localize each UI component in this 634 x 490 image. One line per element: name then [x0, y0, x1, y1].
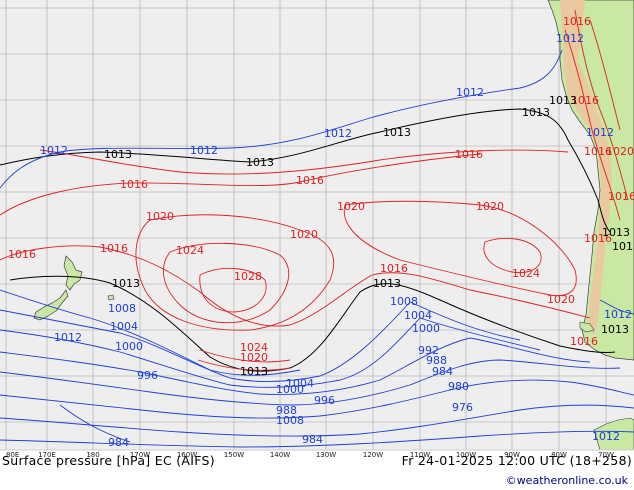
isobar-label-1013: 1013: [612, 240, 634, 253]
isobar-label-blue: 1008: [390, 295, 418, 308]
isobar-label-blue: 976: [452, 401, 473, 414]
new-zealand-north-island: [63, 255, 83, 291]
isobar-label-red: 1016: [100, 242, 128, 255]
isobar-label-red: 1020: [606, 145, 634, 158]
isobar-label-blue: 1012: [190, 144, 218, 157]
longitude-tick-label: 140W: [270, 451, 290, 459]
site-credit: ©weatheronline.co.uk: [505, 474, 628, 487]
isobar-label-red: 1016: [584, 145, 612, 158]
longitude-tick-label: 180: [86, 451, 99, 459]
chatham-islands: [107, 294, 115, 301]
longitude-tick-label: 150W: [224, 451, 244, 459]
isobar-label-1013: 1013: [112, 277, 140, 290]
isobars-red: [0, 9, 629, 371]
isobar-label-blue: 1000: [276, 383, 304, 396]
isobar-label-red: 1016: [571, 94, 599, 107]
isobar-label-red: 1028: [234, 270, 262, 283]
longitude-tick-label: 110W: [410, 451, 430, 459]
isobar-label-red: 1016: [584, 232, 612, 245]
isobar-label-blue: 1012: [456, 86, 484, 99]
isobar-label-blue: 1004: [286, 377, 314, 390]
isobar-labels: 1016 1016 1016 1016 1016 1020 1020 1020 …: [8, 15, 634, 449]
isobar-label-red: 1016: [296, 174, 324, 187]
isobar-label-blue: 996: [314, 394, 335, 407]
new-zealand-south-island: [33, 289, 69, 321]
andes-highlands: [560, 0, 612, 335]
isobar-label-1013: 1013: [522, 106, 550, 119]
isobar-label-red: 1020: [290, 228, 318, 241]
isobar-label-blue: 980: [448, 380, 469, 393]
isobar-label-blue: 984: [108, 436, 129, 449]
isobar-label-blue: 1000: [115, 340, 143, 353]
isobar-label-red: 1016: [570, 335, 598, 348]
isobar-label-red: 1020: [547, 293, 575, 306]
isobar-label-blue: 1000: [412, 322, 440, 335]
isobar-label-blue: 1012: [556, 32, 584, 45]
isobar-label-blue: 984: [302, 433, 323, 446]
isobar-label-blue: 1012: [40, 144, 68, 157]
longitude-tick-label: 170E: [38, 451, 56, 459]
isobar-label-blue: 1012: [592, 430, 620, 443]
isobar-label-red: 1024: [240, 341, 268, 354]
isobar-label-blue: 1008: [276, 414, 304, 427]
isobar-label-blue: 1004: [110, 320, 138, 333]
isobar-label-red: 1024: [512, 267, 540, 280]
isobar-label-1013: 1013: [549, 94, 577, 107]
isobar-label-1013: 1013: [383, 126, 411, 139]
map-title: Surface pressure [hPa] EC (AIFS): [2, 453, 215, 468]
isobar-label-blue: 988: [426, 354, 447, 367]
longitude-tick-label: 80E: [6, 451, 19, 459]
isobar-label-1013: 1013: [601, 323, 629, 336]
land-areas: [33, 0, 634, 451]
isobar-label-red: 1020: [146, 210, 174, 223]
isobar-label-red: 1016: [120, 178, 148, 191]
isobars-black: [0, 108, 616, 372]
isobar-label-blue: 992: [418, 344, 439, 357]
valid-time: Fr 24-01-2025 12:00 UTC (18+258): [401, 453, 632, 468]
isobar-label-1013: 1013: [104, 148, 132, 161]
longitude-tick-label: 170W: [130, 451, 150, 459]
isobar-label-1013: 1013: [240, 365, 268, 378]
longitude-tick-label: 90W: [504, 451, 520, 459]
tierra-del-fuego: [579, 321, 595, 333]
longitude-tick-label: 100W: [456, 451, 476, 459]
isobar-label-red: 1016: [608, 190, 634, 203]
isobar-label-red: 1016: [380, 262, 408, 275]
isobar-label-blue: 1012: [54, 331, 82, 344]
isobar-label-1013: 1013: [373, 277, 401, 290]
isobar-label-blue: 988: [276, 404, 297, 417]
isobars-blue: [0, 49, 634, 448]
isobar-label-blue: 1012: [604, 308, 632, 321]
isobar-label-red: 1020: [240, 351, 268, 364]
ocean-background: [0, 0, 634, 450]
longitude-tick-label: 160W: [177, 451, 197, 459]
isobar-label-red: 1020: [337, 200, 365, 213]
isobar-label-blue: 996: [137, 369, 158, 382]
longitude-tick-label: 130W: [316, 451, 336, 459]
longitude-tick-labels: 80E 170E 180 170W 160W 150W 140W 130W 120W 110W 10…: [6, 451, 614, 459]
longitude-tick-label: 80W: [551, 451, 567, 459]
longitude-tick-label: 120W: [363, 451, 383, 459]
isobar-label-1013: 1013: [246, 156, 274, 169]
isobar-label-red: 1024: [176, 244, 204, 257]
isobar-label-blue: 1012: [324, 127, 352, 140]
isobar-label-blue: 1008: [108, 302, 136, 315]
isobar-label-red: 1016: [8, 248, 36, 261]
isobar-label-blue: 1012: [586, 126, 614, 139]
isobar-label-blue: 984: [432, 365, 453, 378]
longitude-tick-label: 70W: [598, 451, 614, 459]
isobar-label-red: 1020: [476, 200, 504, 213]
isobar-label-red: 1016: [563, 15, 591, 28]
isobar-label-blue: 1004: [404, 309, 432, 322]
isobar-label-1013: 1013: [602, 226, 630, 239]
isobar-label-red: 1016: [455, 148, 483, 161]
